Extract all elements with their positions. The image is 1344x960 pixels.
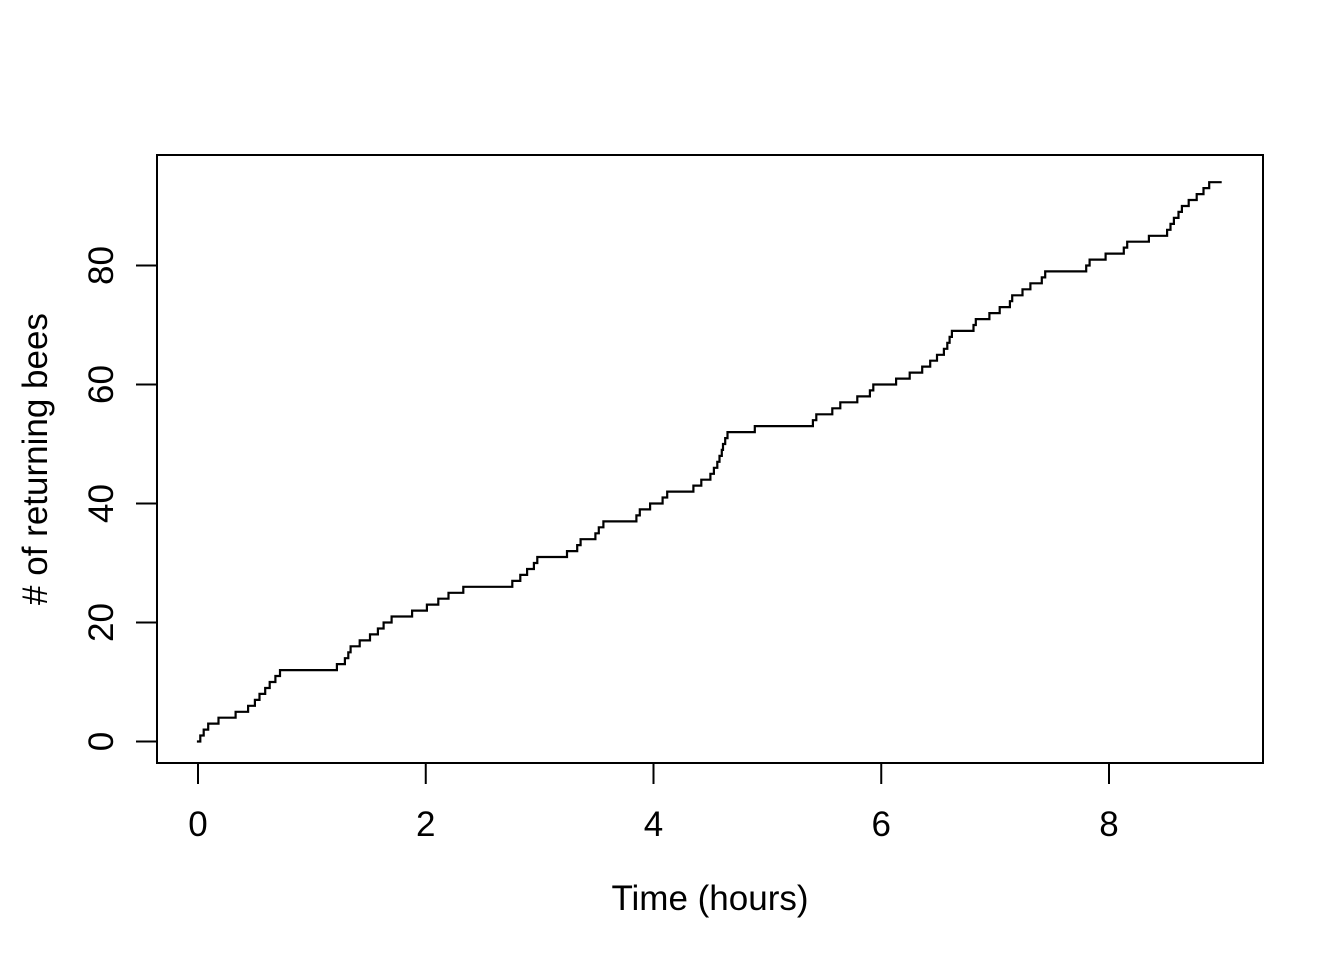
y-axis-title: # of returning bees bbox=[16, 313, 55, 605]
x-axis-title: Time (hours) bbox=[611, 879, 808, 918]
x-tick-label: 6 bbox=[872, 805, 891, 844]
x-tick-label: 8 bbox=[1099, 805, 1118, 844]
y-tick-label: 0 bbox=[82, 732, 121, 751]
y-tick-label: 20 bbox=[82, 603, 121, 642]
plot-box bbox=[156, 154, 1264, 764]
x-tick-label: 4 bbox=[644, 805, 663, 844]
y-tick-label: 60 bbox=[82, 365, 121, 404]
x-tick-label: 2 bbox=[416, 805, 435, 844]
y-tick-label: 40 bbox=[82, 484, 121, 523]
x-tick-label: 0 bbox=[188, 805, 207, 844]
step-line bbox=[196, 181, 1222, 743]
y-tick-label: 80 bbox=[82, 246, 121, 285]
